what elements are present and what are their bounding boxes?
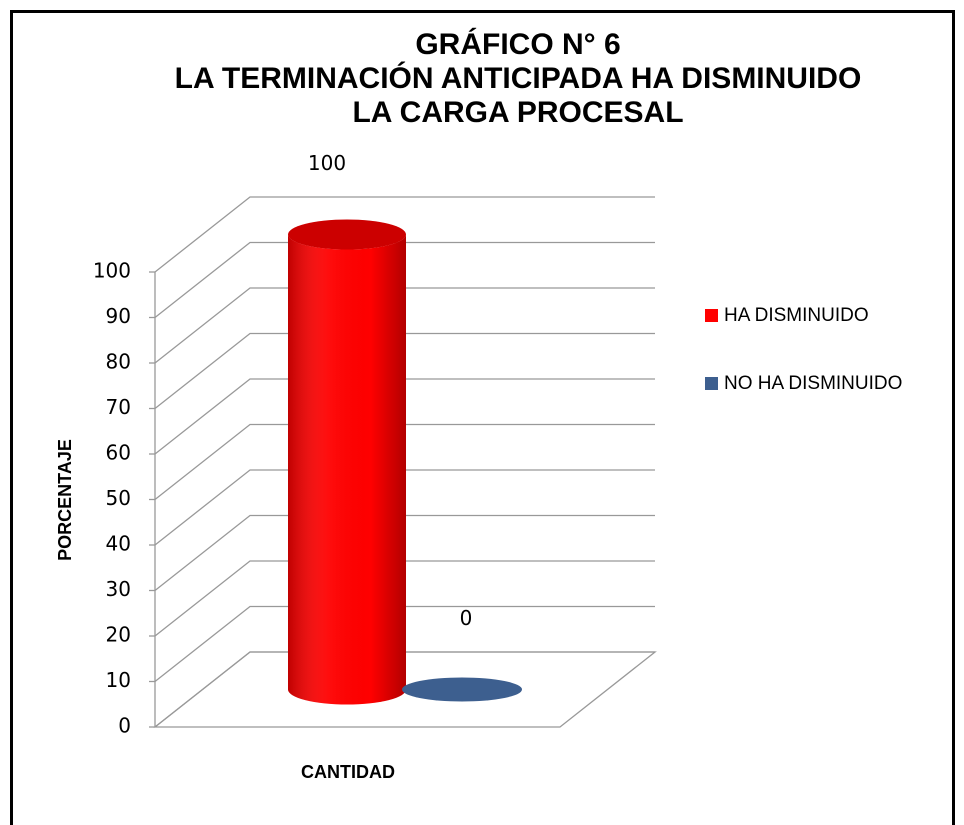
grid-line [154,514,655,592]
grid-line [154,605,655,683]
grid-line [154,651,655,728]
grid-line [154,560,655,637]
grid-line [154,332,655,410]
grid-line [154,423,655,501]
data-label: 100 [308,151,346,175]
chart-title: LA CARGA PROCESAL [352,96,683,129]
y-tick-label: 40 [106,532,131,556]
y-tick-label: 90 [106,304,131,328]
bar-top-shade [288,219,406,250]
y-tick-label: 0 [118,714,131,738]
legend-swatch [705,309,718,322]
grid-line [154,287,655,364]
frame [10,10,955,825]
chart-title: GRÁFICO N° 6 [415,27,620,61]
grid-line [154,241,655,319]
legend-swatch [705,377,718,390]
y-axis-label: PORCENTAJE [55,439,75,561]
chart-title: LA TERMINACIÓN ANTICIPADA HA DISMINUIDO [175,61,862,95]
y-tick-label: 70 [106,395,131,419]
y-tick-label: 100 [93,259,131,283]
y-tick-label: 10 [106,668,131,692]
y-tick-label: 60 [106,441,131,465]
bar-top [288,219,406,250]
grid-line [154,378,655,455]
y-tick-label: 30 [106,577,131,601]
legend-label: NO HA DISMINUIDO [724,373,902,394]
grid-line [154,469,655,546]
y-tick-label: 20 [106,623,131,647]
x-axis-label: CANTIDAD [301,762,395,782]
bar [402,677,522,702]
y-tick-label: 80 [106,350,131,374]
legend-label: HA DISMINUIDO [724,305,869,326]
data-label: 0 [460,606,473,630]
bar-shade [288,234,406,705]
grid-line [154,196,655,273]
y-tick-label: 50 [106,486,131,510]
